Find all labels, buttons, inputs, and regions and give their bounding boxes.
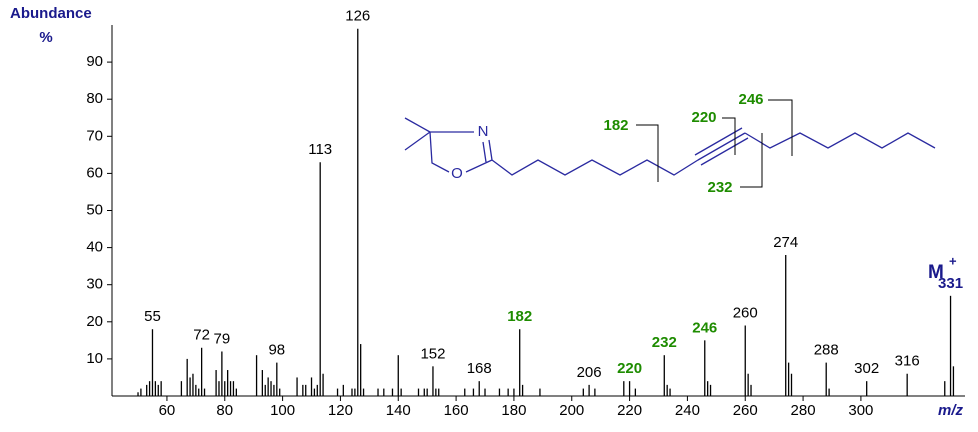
fragment-label: 182 (603, 117, 628, 134)
y-tick-label: 90 (86, 53, 103, 70)
y-axis-title: Abundance (10, 5, 92, 22)
peak-label: 246 (692, 319, 717, 336)
peak-label: 206 (577, 364, 602, 381)
peak-label: 260 (733, 304, 758, 321)
peak-label: 72 (193, 327, 210, 344)
x-tick-label: 60 (159, 402, 176, 419)
x-tick-label: 260 (733, 402, 758, 419)
peak-label: 288 (814, 342, 839, 359)
atom-label: N (478, 123, 489, 140)
structure: N O 182 220 246 232 (404, 91, 936, 196)
fragment-label: 246 (738, 91, 763, 108)
x-tick-label: 180 (501, 402, 526, 419)
y-tick-label: 10 (86, 350, 103, 367)
peak-label: 79 (214, 330, 231, 347)
y-tick-label: 50 (86, 201, 103, 218)
molecular-ion-label: M (928, 262, 944, 283)
x-tick-label: 240 (675, 402, 700, 419)
atom-label: O (451, 165, 463, 182)
y-tick-label: 30 (86, 276, 103, 293)
molecular-ion-charge: + (949, 253, 957, 268)
peak-label: 98 (268, 342, 285, 359)
peak-label: 168 (467, 360, 492, 377)
x-tick-label: 100 (270, 402, 295, 419)
peak-label: 232 (652, 334, 677, 351)
x-tick-label: 200 (559, 402, 584, 419)
peak-label: 220 (617, 360, 642, 377)
y-tick-label: 80 (86, 90, 103, 107)
x-tick-label: 120 (328, 402, 353, 419)
peak-label: 316 (895, 353, 920, 370)
peak-label: 55 (144, 308, 161, 325)
y-tick-label: 70 (86, 127, 103, 144)
peak-label: 274 (773, 234, 798, 251)
peak-label: 302 (854, 360, 879, 377)
y-tick-label: 40 (86, 239, 103, 256)
fragment-label: 232 (707, 179, 732, 196)
peak-label: 152 (420, 345, 445, 362)
fragment-label: 220 (691, 109, 716, 126)
x-tick-label: 300 (848, 402, 873, 419)
peak-label: 182 (507, 308, 532, 325)
y-tick-label: 20 (86, 313, 103, 330)
x-tick-label: 140 (386, 402, 411, 419)
peak-label: 126 (345, 8, 370, 25)
y-axis-unit: % (39, 29, 52, 46)
peak-label: 331 (938, 275, 963, 292)
x-tick-label: 80 (216, 402, 233, 419)
x-tick-label: 160 (444, 402, 469, 419)
x-tick-label: 220 (617, 402, 642, 419)
y-tick-label: 60 (86, 164, 103, 181)
peak-label: 113 (308, 141, 332, 158)
x-axis-title: m/z (938, 402, 964, 419)
x-tick-label: 280 (791, 402, 816, 419)
